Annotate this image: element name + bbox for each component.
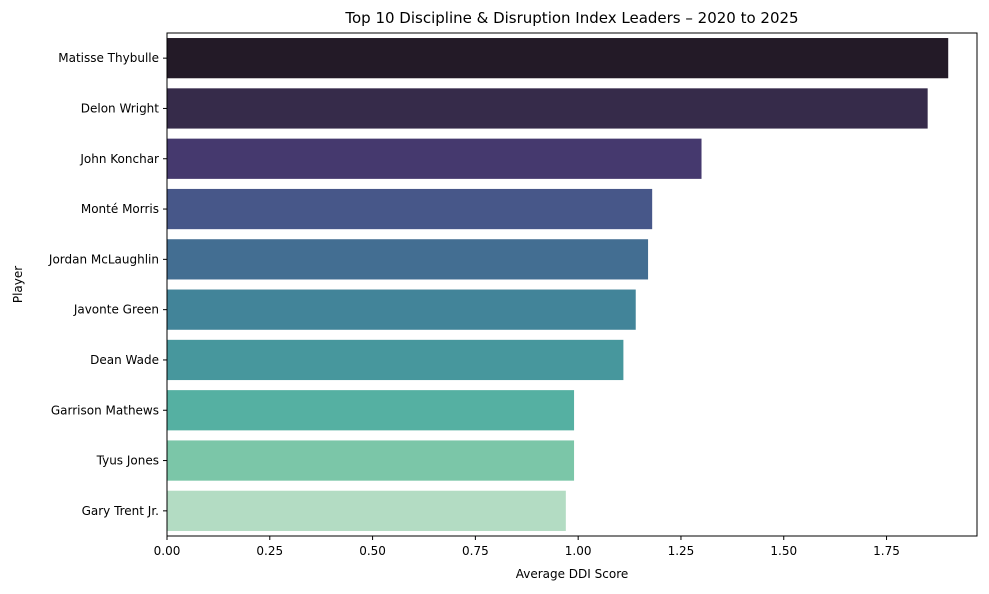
y-tick-label: Monté Morris (81, 202, 159, 216)
plot-frame (166, 32, 978, 537)
y-tick-label: Javonte Green (73, 303, 159, 317)
x-axis-label: Average DDI Score (516, 567, 629, 581)
y-tick-labels: Matisse Thybulle Delon Wright John Konchar… (48, 51, 167, 518)
bar (167, 440, 575, 481)
y-tick-label: Jordan McLaughlin (48, 252, 159, 266)
y-tick-label: Matisse Thybulle (58, 51, 159, 65)
y-tick-label: Delon Wright (81, 101, 160, 115)
bar (167, 490, 566, 531)
x-tick-label: 0.75 (462, 544, 489, 558)
bar (167, 339, 624, 381)
bar (167, 188, 653, 230)
x-tick-label: 1.75 (873, 544, 900, 558)
bar (167, 239, 649, 280)
x-tick-label: 1.25 (668, 544, 695, 558)
bars-layer (167, 38, 949, 531)
x-tick-label: 0.25 (256, 544, 283, 558)
y-tick-label: John Konchar (79, 152, 159, 166)
bar (167, 390, 575, 431)
y-tick-label: Gary Trent Jr. (82, 504, 159, 518)
y-tick-label: Garrison Mathews (51, 403, 159, 417)
y-tick-label: Tyus Jones (96, 454, 159, 468)
chart-title: Top 10 Discipline & Disruption Index Lea… (344, 9, 798, 27)
bar (167, 88, 928, 129)
x-tick-labels: 0.00 0.25 0.50 0.75 1.00 1.25 1.50 1.75 (154, 536, 900, 558)
x-tick-label: 0.50 (359, 544, 386, 558)
y-tick-label: Dean Wade (90, 353, 159, 367)
bar (167, 38, 949, 79)
x-tick-label: 1.00 (565, 544, 592, 558)
bar (167, 138, 702, 179)
y-axis-label: Player (11, 266, 25, 303)
x-tick-label: 1.50 (770, 544, 797, 558)
bar (167, 289, 636, 330)
x-tick-label: 0.00 (154, 544, 181, 558)
